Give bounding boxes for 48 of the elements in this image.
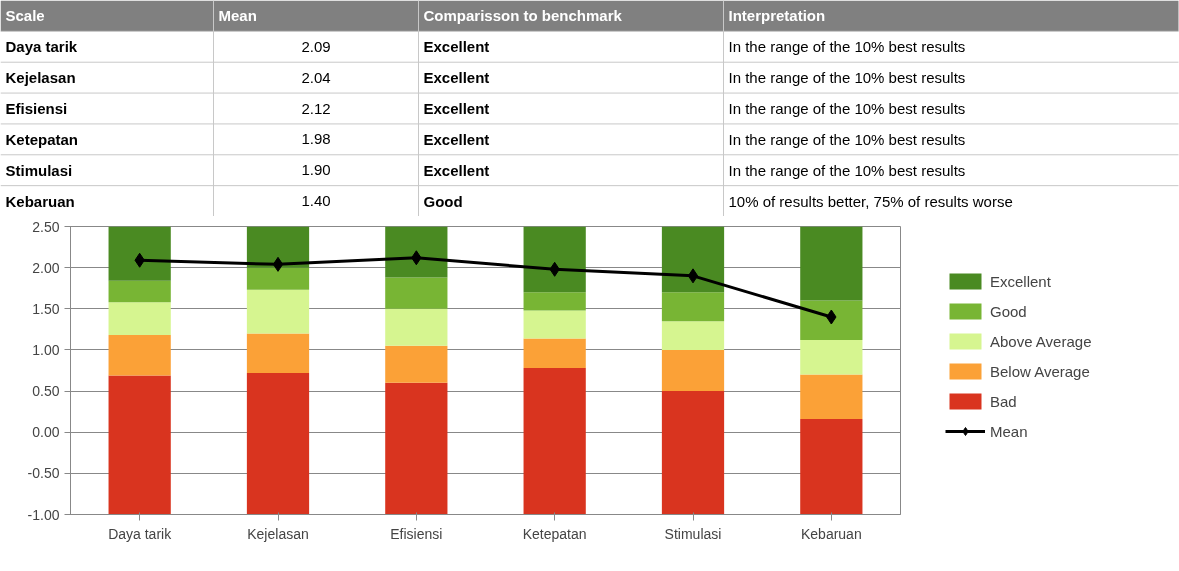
category-label: Kejelasan	[5, 69, 76, 87]
legend-label: Below Average	[990, 362, 1090, 380]
text: In the range of the 10% best results	[728, 130, 966, 148]
y-tick-label: 0.50	[32, 383, 60, 400]
legend-label: Good	[990, 302, 1027, 320]
y-tick-label: 1.50	[32, 300, 60, 317]
legend-label: Above Average	[990, 332, 1092, 350]
x-tick-label: Efisiensi	[390, 525, 443, 542]
y-tick-label: -0.50	[27, 465, 60, 482]
category-label: Ketepatan	[5, 130, 79, 148]
x-tick-label: Kebaruan	[800, 525, 862, 542]
x-tick-label: Daya tarik	[108, 525, 173, 542]
text: Comparisson to benchmark	[423, 7, 623, 25]
y-tick-label: -1.00	[27, 506, 60, 523]
text: 2.12	[301, 99, 331, 117]
y-tick-label: 2.00	[32, 259, 60, 276]
category-label: Kebaruan	[5, 192, 75, 210]
x-tick-label: Stimulasi	[664, 525, 722, 542]
text: 1.90	[301, 161, 331, 179]
text: Excellent	[423, 69, 490, 87]
text: Excellent	[423, 38, 490, 56]
text: Mean	[218, 7, 257, 25]
y-tick-label: 0.00	[32, 424, 60, 441]
text: 10% of results better, 75% of results worse	[728, 192, 1013, 210]
y-tick-label: 1.00	[32, 341, 60, 358]
text: In the range of the 10% best results	[728, 161, 966, 179]
legend-label: Mean	[990, 422, 1028, 440]
text: Excellent	[423, 161, 490, 179]
x-tick-label: Ketepatan	[522, 525, 587, 542]
category-label: Efisiensi	[5, 100, 68, 117]
text: 2.09	[301, 37, 331, 55]
category-label: Stimulasi	[5, 161, 73, 179]
legend-label: Bad	[990, 392, 1017, 410]
text: In the range of the 10% best results	[728, 69, 966, 87]
x-tick-label: Kejelasan	[247, 525, 309, 542]
text: 1.40	[301, 192, 331, 210]
text: In the range of the 10% best results	[728, 38, 966, 56]
text: Excellent	[423, 100, 490, 117]
text: 2.04	[301, 68, 331, 86]
text: Good	[423, 192, 463, 210]
text: 1.98	[301, 130, 331, 148]
y-tick-label: 2.50	[32, 218, 60, 235]
text: Interpretation	[728, 7, 826, 25]
category-label: Daya tarik	[5, 38, 78, 56]
legend-label: Excellent	[990, 272, 1051, 290]
text: In the range of the 10% best results	[728, 100, 966, 117]
text: Excellent	[423, 130, 490, 148]
text: Scale	[5, 7, 45, 25]
